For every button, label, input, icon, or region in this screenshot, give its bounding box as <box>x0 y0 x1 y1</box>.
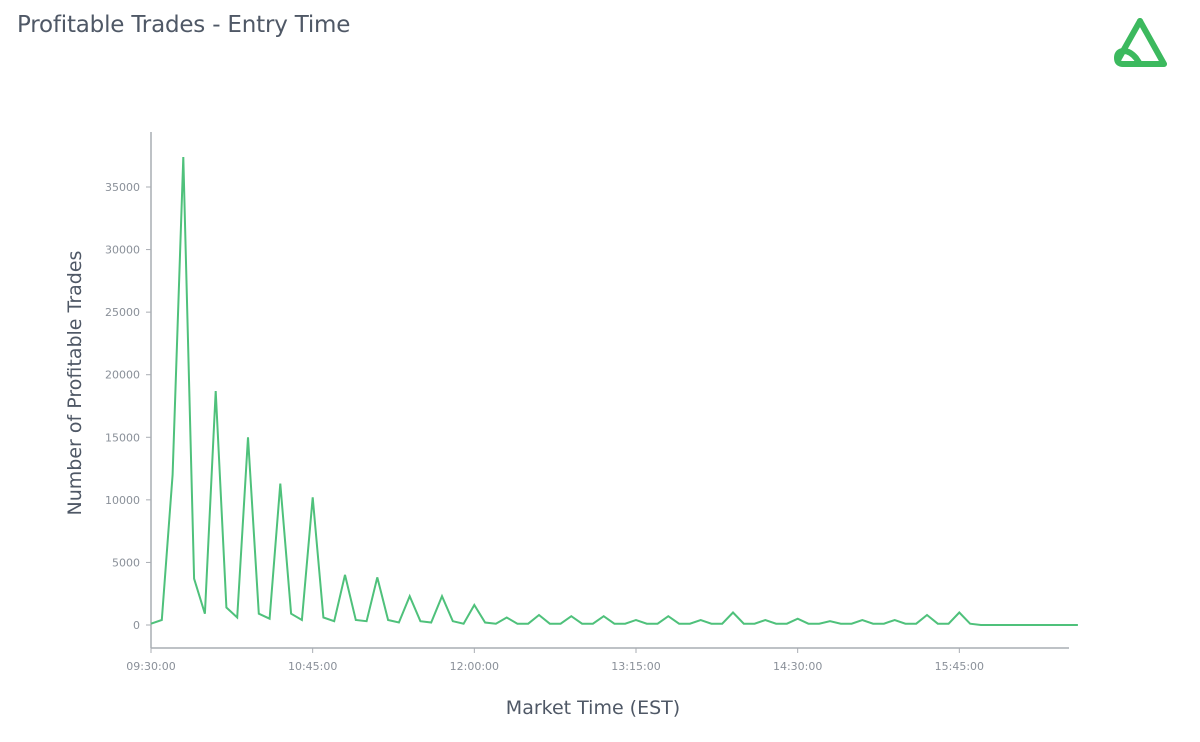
y-tick-label: 15000 <box>105 431 140 444</box>
chart-title: Profitable Trades - Entry Time <box>17 12 351 38</box>
x-tick-label: 13:15:00 <box>611 660 660 673</box>
y-tick-label: 30000 <box>105 244 140 257</box>
x-tick-label: 12:00:00 <box>450 660 499 673</box>
y-ticks: 0 5000 10000 15000 20000 25000 30000 35000 <box>105 181 151 632</box>
x-ticks: 09:30:00 10:45:00 12:00:00 13:15:00 14:30:00… <box>126 648 984 673</box>
x-axis-title: Market Time (EST) <box>506 697 680 719</box>
y-tick-label: 35000 <box>105 181 140 194</box>
y-tick-label: 10000 <box>105 494 140 507</box>
series-line <box>150 156 1078 626</box>
x-tick-label: 10:45:00 <box>288 660 337 673</box>
series-layer <box>150 156 1078 626</box>
x-tick-label: 14:30:00 <box>773 660 822 673</box>
x-tick-label: 09:30:00 <box>126 660 175 673</box>
y-tick-label: 25000 <box>105 306 140 319</box>
y-tick-label: 5000 <box>112 556 140 569</box>
y-tick-label: 0 <box>133 619 140 632</box>
triangle-loop-logo-icon <box>1114 18 1167 67</box>
axes <box>150 132 1069 649</box>
y-axis-title: Number of Profitable Trades <box>64 251 86 516</box>
y-tick-label: 20000 <box>105 369 140 382</box>
x-tick-label: 15:45:00 <box>935 660 984 673</box>
